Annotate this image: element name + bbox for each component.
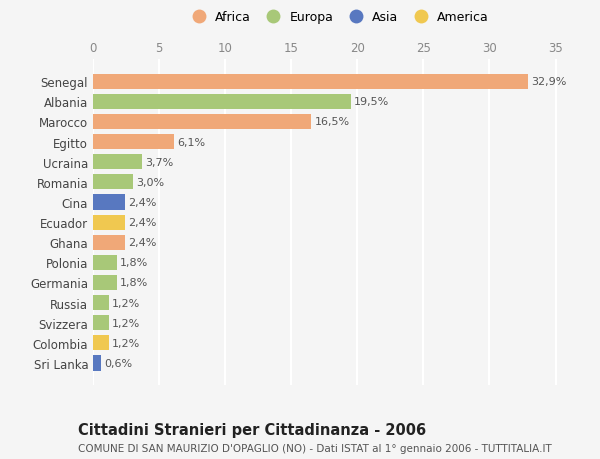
Bar	[93, 215, 125, 230]
Text: 1,2%: 1,2%	[112, 338, 140, 348]
Text: 2,4%: 2,4%	[128, 218, 157, 228]
Bar	[93, 115, 311, 130]
Text: 0,6%: 0,6%	[104, 358, 133, 368]
Text: 2,4%: 2,4%	[128, 238, 157, 248]
Bar	[93, 356, 101, 371]
Bar	[93, 175, 133, 190]
Bar	[93, 155, 142, 170]
Bar	[93, 195, 125, 210]
Text: 32,9%: 32,9%	[531, 77, 566, 87]
Text: 1,8%: 1,8%	[120, 258, 148, 268]
Bar	[93, 74, 528, 90]
Text: 1,2%: 1,2%	[112, 318, 140, 328]
Text: 19,5%: 19,5%	[354, 97, 389, 107]
Text: 1,2%: 1,2%	[112, 298, 140, 308]
Text: 3,7%: 3,7%	[145, 157, 173, 168]
Text: 16,5%: 16,5%	[314, 117, 349, 127]
Text: 2,4%: 2,4%	[128, 197, 157, 207]
Text: 6,1%: 6,1%	[177, 137, 205, 147]
Bar	[93, 255, 117, 270]
Bar	[93, 135, 173, 150]
Text: 3,0%: 3,0%	[136, 178, 164, 187]
Bar	[93, 336, 109, 351]
Legend: Africa, Europa, Asia, America: Africa, Europa, Asia, America	[182, 7, 493, 28]
Bar	[93, 235, 125, 250]
Bar	[93, 275, 117, 291]
Text: COMUNE DI SAN MAURIZIO D'OPAGLIO (NO) - Dati ISTAT al 1° gennaio 2006 - TUTTITAL: COMUNE DI SAN MAURIZIO D'OPAGLIO (NO) - …	[78, 443, 552, 453]
Bar	[93, 315, 109, 330]
Text: 1,8%: 1,8%	[120, 278, 148, 288]
Text: Cittadini Stranieri per Cittadinanza - 2006: Cittadini Stranieri per Cittadinanza - 2…	[78, 422, 426, 437]
Bar	[93, 296, 109, 310]
Bar	[93, 95, 351, 110]
